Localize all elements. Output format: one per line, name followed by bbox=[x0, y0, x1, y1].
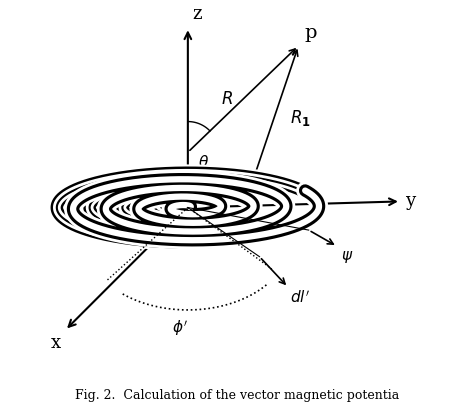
Text: $\phi'$: $\phi'$ bbox=[172, 318, 188, 338]
Text: p: p bbox=[305, 24, 317, 42]
Text: Fig. 2.  Calculation of the vector magnetic potentia: Fig. 2. Calculation of the vector magnet… bbox=[75, 389, 399, 402]
Text: $\psi$: $\psi$ bbox=[341, 249, 354, 264]
Text: $R_{\mathbf{1}}$: $R_{\mathbf{1}}$ bbox=[290, 109, 311, 128]
Text: $dl'$: $dl'$ bbox=[290, 290, 310, 306]
Text: x: x bbox=[51, 335, 61, 353]
Text: $\theta$: $\theta$ bbox=[198, 154, 209, 170]
Text: y: y bbox=[405, 192, 415, 210]
Text: $R$: $R$ bbox=[221, 90, 233, 107]
Text: z: z bbox=[192, 5, 201, 23]
